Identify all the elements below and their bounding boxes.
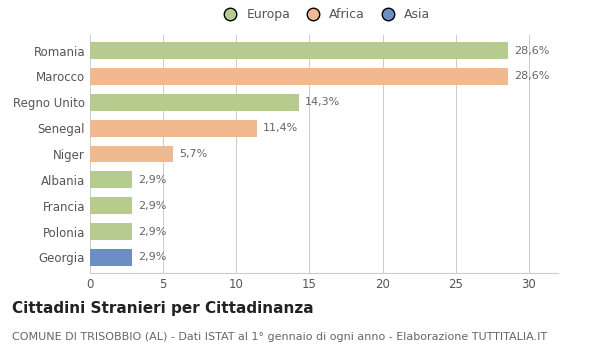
Bar — [90, 172, 133, 188]
Bar — [90, 249, 133, 266]
Text: Cittadini Stranieri per Cittadinanza: Cittadini Stranieri per Cittadinanza — [12, 301, 314, 316]
Text: 2,9%: 2,9% — [138, 201, 167, 211]
Text: 2,9%: 2,9% — [138, 226, 167, 237]
Bar — [90, 146, 173, 162]
Text: 28,6%: 28,6% — [514, 46, 550, 56]
Legend: Europa, Africa, Asia: Europa, Africa, Asia — [215, 6, 433, 24]
Text: 11,4%: 11,4% — [263, 123, 298, 133]
Text: 2,9%: 2,9% — [138, 175, 167, 185]
Bar — [90, 120, 257, 136]
Bar — [90, 42, 508, 59]
Text: 5,7%: 5,7% — [179, 149, 208, 159]
Text: 28,6%: 28,6% — [514, 71, 550, 82]
Text: 14,3%: 14,3% — [305, 97, 340, 107]
Text: COMUNE DI TRISOBBIO (AL) - Dati ISTAT al 1° gennaio di ogni anno - Elaborazione : COMUNE DI TRISOBBIO (AL) - Dati ISTAT al… — [12, 332, 547, 343]
Bar — [90, 197, 133, 214]
Bar — [90, 68, 508, 85]
Text: 2,9%: 2,9% — [138, 252, 167, 262]
Bar — [90, 94, 299, 111]
Bar — [90, 223, 133, 240]
